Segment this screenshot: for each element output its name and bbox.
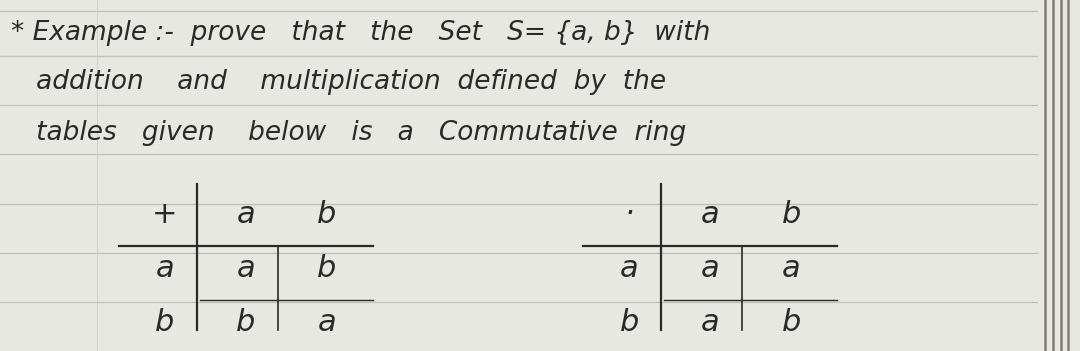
Text: b: b xyxy=(782,200,800,229)
Text: a: a xyxy=(318,309,336,337)
Text: b: b xyxy=(782,309,800,337)
Text: b: b xyxy=(620,309,638,337)
Text: a: a xyxy=(701,200,719,229)
Text: b: b xyxy=(318,200,336,229)
Text: a: a xyxy=(701,254,719,283)
Text: a: a xyxy=(620,254,638,283)
Text: b: b xyxy=(156,309,174,337)
Text: b: b xyxy=(318,254,336,283)
Text: a: a xyxy=(237,254,255,283)
Text: a: a xyxy=(156,254,174,283)
Text: addition    and    multiplication  defined  by  the: addition and multiplication defined by t… xyxy=(11,69,666,95)
Text: tables   given    below   is   a   Commutative  ring: tables given below is a Commutative ring xyxy=(11,120,686,146)
Text: a: a xyxy=(701,309,719,337)
Text: a: a xyxy=(237,200,255,229)
Text: * Example :-  prove   that   the   Set   S= {a, b}  with: * Example :- prove that the Set S= {a, b… xyxy=(11,20,711,46)
Text: b: b xyxy=(237,309,255,337)
Text: ·: · xyxy=(624,200,634,229)
Text: +: + xyxy=(152,200,177,229)
Text: a: a xyxy=(782,254,800,283)
